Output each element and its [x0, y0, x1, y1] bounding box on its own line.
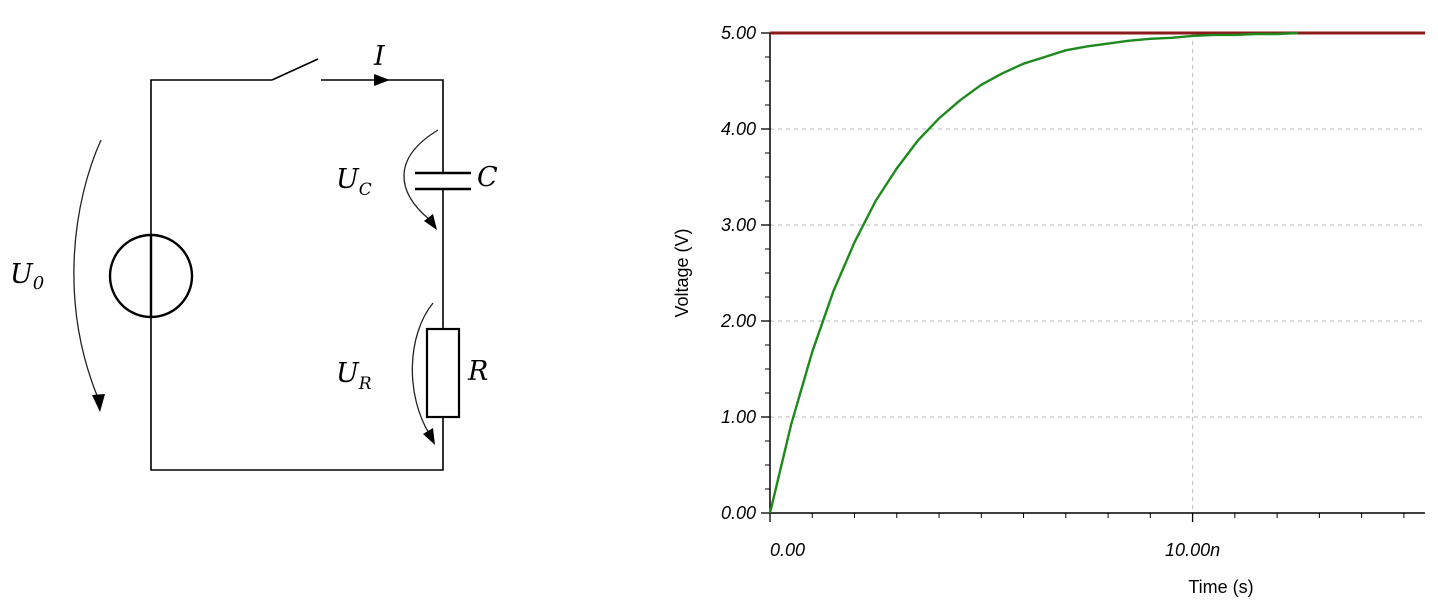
chart-series [768, 31, 1425, 514]
y-tick-label: 4.00 [721, 119, 756, 139]
x-tick-label: 0.00 [770, 540, 805, 560]
chart-tick-labels: 0.00 1.00 2.00 3.00 4.00 5.00 0.00 10.00n [720, 23, 1220, 560]
chart-axes [761, 32, 1425, 522]
wire-top-right [321, 79, 444, 173]
voltage-time-chart: 0.00 1.00 2.00 3.00 4.00 5.00 0.00 10.00n Volta… [672, 23, 1425, 597]
capacitor-voltage-label: UC [336, 164, 372, 200]
capacitor-voltage-arrow [403, 129, 439, 221]
source-voltage-arrowhead-icon [92, 394, 105, 412]
current-label: I [373, 41, 386, 72]
y-tick-label: 2.00 [720, 311, 756, 331]
resistor-voltage-label: UR [336, 358, 372, 394]
y-tick-label: 1.00 [721, 407, 756, 427]
capacitor-voltage-arrowhead-icon [424, 214, 437, 230]
chart-grid [770, 33, 1425, 513]
y-axis-label: Voltage (V) [672, 228, 692, 317]
circuit-diagram: I U0 C UC R UR [10, 41, 498, 471]
wire-left-top [150, 79, 272, 235]
resistor-voltage-arrow [411, 302, 434, 436]
source-voltage-label: U0 [10, 259, 44, 294]
current-arrow-icon [374, 74, 390, 86]
y-tick-label: 0.00 [721, 503, 756, 523]
resistor-symbol [425, 327, 461, 419]
x-tick-label: 10.00n [1165, 540, 1220, 560]
switch-blade [271, 58, 319, 81]
capacitor-label: C [477, 162, 498, 193]
wire-bottom [150, 318, 444, 471]
source-voltage-arrow [73, 139, 102, 399]
y-tick-label: 3.00 [721, 215, 756, 235]
x-axis-label: Time (s) [1188, 577, 1253, 597]
resistor-voltage-arrowhead-icon [423, 428, 435, 445]
series-line-capacitor-voltage [768, 31, 1299, 514]
resistor-label: R [467, 356, 488, 387]
y-tick-label: 5.00 [721, 23, 756, 43]
